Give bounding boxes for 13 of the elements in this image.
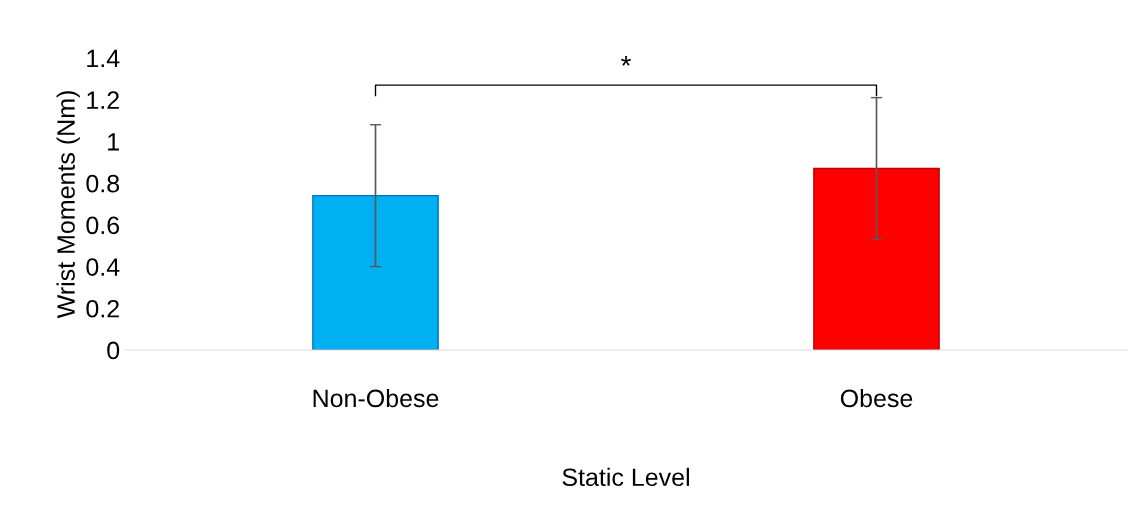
y-tick-label: 0.8: [86, 174, 120, 193]
x-axis-title: Static Level: [562, 467, 689, 487]
y-tick-label: 0.6: [86, 216, 120, 235]
y-tick-label: 0.2: [86, 299, 119, 318]
annotation: *: [621, 56, 631, 66]
y-axis-title: Wrist Moments (Nm): [56, 91, 80, 319]
x-tick-label: Obese: [840, 388, 913, 408]
y-tick-label: 1: [108, 133, 119, 151]
y-tick-label: 1.4: [87, 49, 120, 68]
y-tick-label: 1.2: [87, 91, 119, 109]
y-tick-label: 0: [107, 341, 120, 360]
y-tick-label: 0.4: [86, 258, 120, 276]
x-tick-label: Non-Obese: [313, 388, 439, 408]
